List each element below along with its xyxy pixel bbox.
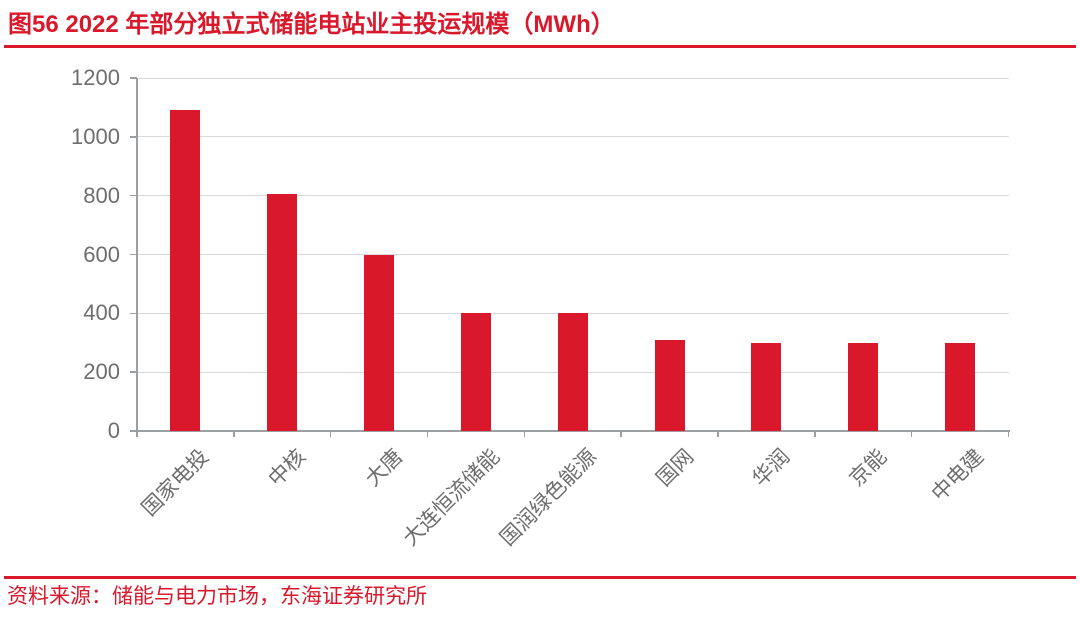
figure-title: 图56 2022 年部分独立式储能电站业主投运规模（MWh） — [8, 11, 615, 38]
y-axis-label: 0 — [107, 418, 120, 443]
x-axis-label: 国网 — [651, 445, 698, 491]
y-tick — [130, 77, 137, 79]
y-axis-label: 400 — [83, 300, 120, 326]
y-gridline — [137, 195, 1009, 197]
x-tick — [717, 431, 719, 437]
x-axis-label: 京能 — [845, 445, 892, 491]
bar — [460, 313, 491, 431]
y-tick — [130, 136, 137, 138]
x-axis-line — [136, 430, 1010, 432]
y-axis-label: 1000 — [71, 123, 120, 149]
bar — [848, 342, 879, 431]
bar — [557, 313, 588, 431]
bar — [170, 110, 201, 431]
source-note: 资料来源：储能与电力市场，东海证券研究所 — [7, 585, 427, 608]
x-tick — [1007, 431, 1010, 437]
y-axis-label: 800 — [83, 182, 120, 208]
x-axis-label: 国家电投 — [138, 445, 214, 521]
y-tick — [130, 430, 137, 432]
header-divider — [4, 45, 1076, 48]
x-axis-label: 大连恒流储能 — [398, 445, 505, 551]
y-tick — [130, 253, 137, 256]
y-tick — [130, 194, 137, 197]
x-axis-label: 中电建 — [927, 445, 989, 506]
y-axis-label: 200 — [83, 359, 120, 385]
bar — [751, 342, 782, 431]
x-axis-label: 中核 — [264, 445, 311, 491]
bar — [945, 342, 976, 431]
footer-divider — [4, 576, 1076, 579]
x-axis-label: 国润绿色能源 — [495, 445, 602, 551]
x-axis-label: 大唐 — [361, 445, 408, 491]
y-gridline — [137, 77, 1009, 79]
x-tick — [620, 431, 622, 437]
x-axis-label: 华润 — [748, 445, 795, 491]
y-axis-line — [136, 78, 138, 431]
y-gridline — [137, 136, 1009, 138]
x-tick — [523, 431, 526, 437]
x-tick — [329, 431, 332, 437]
y-gridline — [137, 254, 1009, 255]
y-axis-label: 600 — [83, 241, 120, 267]
x-tick — [910, 431, 913, 437]
bar — [654, 339, 685, 431]
y-tick — [130, 312, 137, 315]
x-tick — [136, 431, 138, 437]
bar — [267, 194, 298, 431]
x-tick — [233, 431, 235, 437]
y-tick — [130, 371, 137, 373]
x-tick — [426, 431, 429, 437]
y-axis-label: 1200 — [71, 65, 120, 90]
bar — [364, 254, 395, 431]
x-tick — [814, 431, 816, 437]
